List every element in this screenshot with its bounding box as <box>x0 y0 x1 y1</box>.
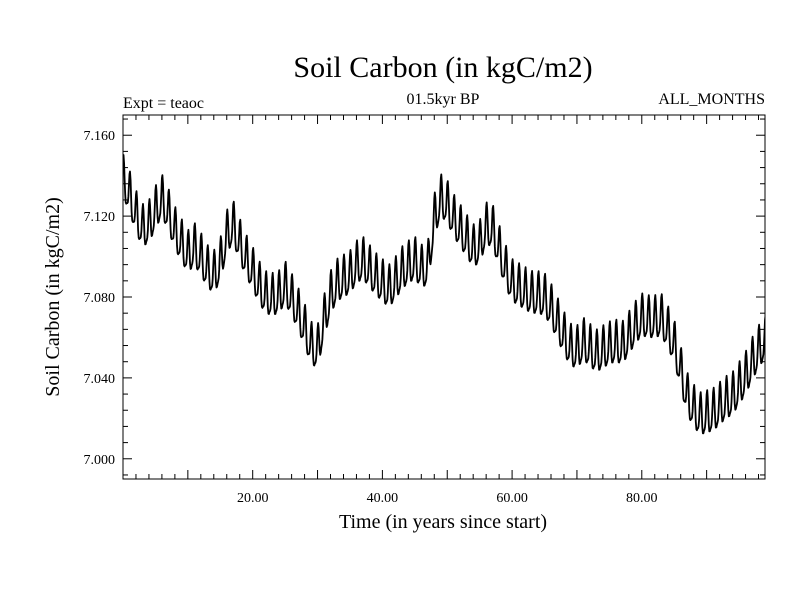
x-tick-label: 60.00 <box>496 491 528 506</box>
chart-title: Soil Carbon (in kgC/m2) <box>293 51 592 84</box>
y-tick-label: 7.120 <box>84 210 116 225</box>
x-tick-label: 20.00 <box>237 491 269 506</box>
y-tick-label: 7.160 <box>84 129 116 144</box>
soil-carbon-series-line <box>123 154 765 435</box>
months-label: ALL_MONTHS <box>658 91 765 108</box>
x-axis-label: Time (in years since start) <box>339 511 547 533</box>
plot-frame <box>122 114 766 480</box>
experiment-label: Expt = teaoc <box>123 95 204 112</box>
axis-ticks <box>123 115 765 479</box>
x-tick-label: 80.00 <box>626 491 658 506</box>
axis-tick-labels: 20.00 40.00 60.00 80.00 7.000 7.040 7.080 7.120… <box>84 129 658 506</box>
y-axis-label: Soil Carbon (in kgC/m2) <box>42 197 64 396</box>
y-tick-label: 7.040 <box>84 372 116 387</box>
y-tick-label: 7.080 <box>84 291 116 306</box>
y-tick-label: 7.000 <box>84 453 116 468</box>
x-tick-label: 40.00 <box>367 491 399 506</box>
chart-subtitle: 01.5kyr BP <box>407 91 480 108</box>
